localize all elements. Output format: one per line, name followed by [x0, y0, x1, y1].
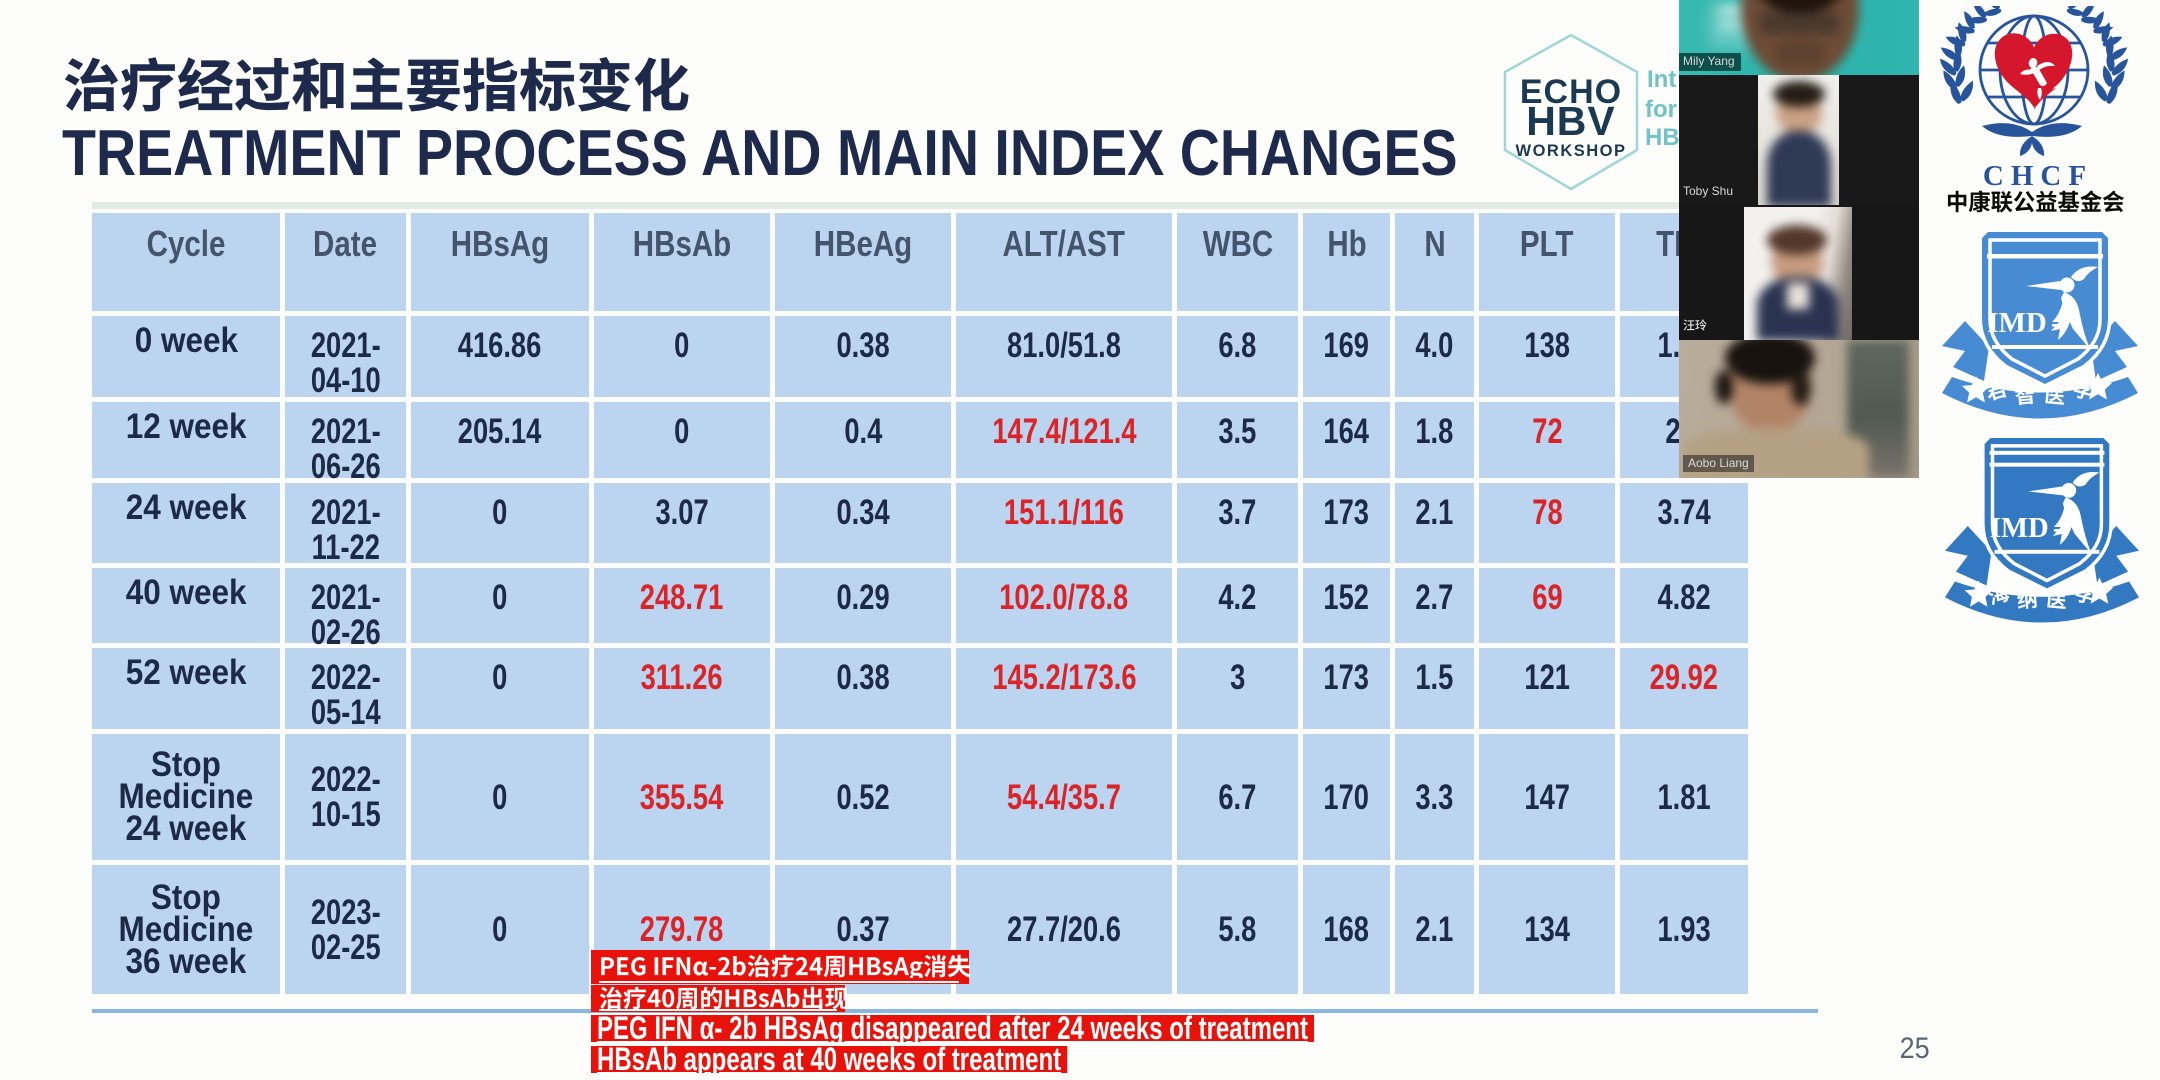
svg-text:ECHO: ECHO — [1520, 73, 1622, 111]
svg-text:IMD: IMD — [1990, 512, 2049, 544]
svg-text:IMD: IMD — [1987, 307, 2047, 339]
svg-text:WORKSHOP: WORKSHOP — [1516, 142, 1627, 160]
svg-text:HBV: HBV — [1526, 98, 1616, 144]
